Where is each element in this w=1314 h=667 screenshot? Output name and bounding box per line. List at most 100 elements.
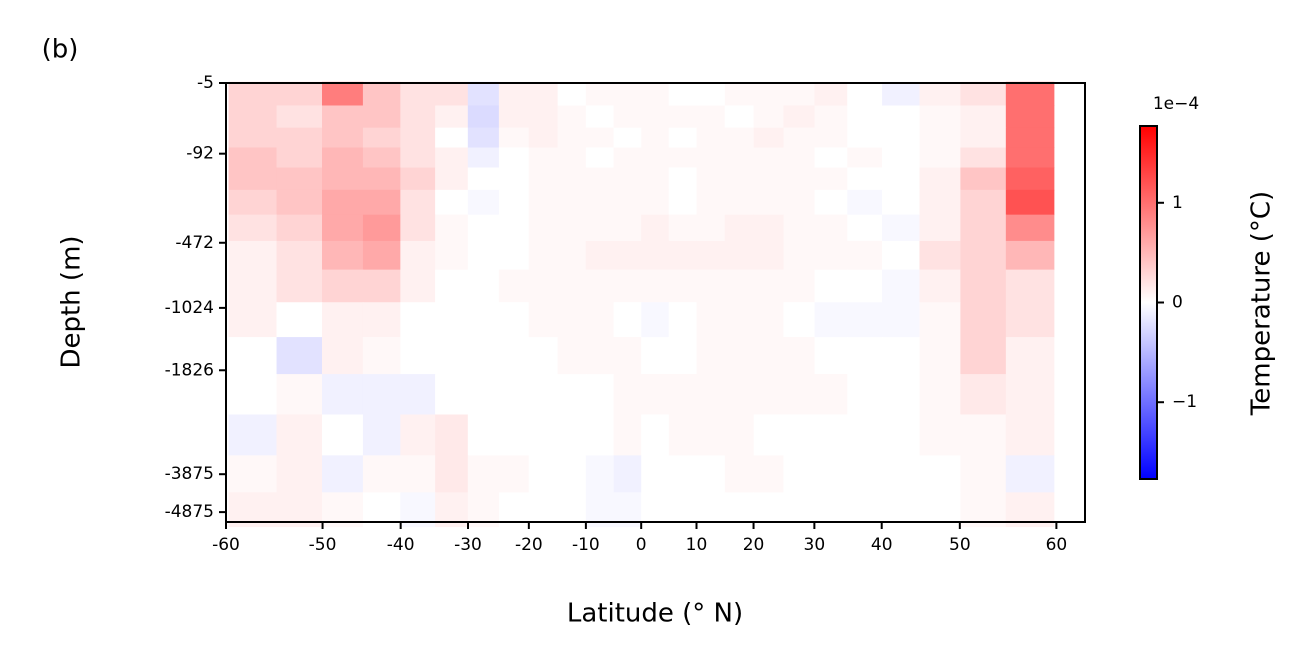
heatmap-cell	[362, 81, 401, 106]
heatmap-cell	[613, 147, 642, 169]
heatmap-cell	[724, 81, 755, 106]
heatmap-cell	[668, 455, 698, 493]
heatmap-cell	[668, 105, 698, 129]
heatmap-cell	[400, 269, 436, 303]
heatmap-cell	[498, 167, 530, 191]
heatmap-cell	[557, 455, 587, 493]
heatmap-cell	[783, 240, 816, 271]
heatmap-cell	[467, 240, 500, 271]
heatmap-cell	[919, 105, 961, 129]
heatmap-cell	[528, 337, 559, 375]
heatmap-cell	[228, 81, 278, 106]
heatmap-cell	[783, 105, 816, 129]
heatmap-cell	[322, 414, 364, 456]
heatmap-cell	[847, 337, 883, 375]
x-tick-label: 50	[949, 535, 971, 555]
heatmap-cell	[753, 81, 784, 106]
heatmap-cell	[276, 374, 323, 415]
heatmap-cell	[557, 414, 587, 456]
heatmap-cell	[724, 269, 755, 303]
heatmap-cell	[228, 147, 278, 169]
x-tick-label: 10	[686, 535, 708, 555]
heatmap-cell	[322, 302, 364, 338]
heatmap-cell	[498, 81, 530, 106]
heatmap-cell	[668, 147, 698, 169]
x-tick-label: 20	[743, 535, 765, 555]
colorbar-tick-label: 0	[1172, 293, 1183, 313]
heatmap-cell	[696, 302, 726, 338]
heatmap-cell	[814, 189, 848, 216]
heatmap-cell	[498, 269, 530, 303]
heatmap-cell	[528, 147, 559, 169]
heatmap-cell	[696, 269, 726, 303]
heatmap-cell	[1005, 105, 1055, 129]
heatmap-cell	[696, 455, 726, 493]
heatmap-cell	[362, 105, 401, 129]
heatmap-cell	[847, 105, 883, 129]
heatmap-cell	[435, 147, 469, 169]
heatmap-cell	[783, 189, 816, 216]
heatmap-cell	[585, 214, 615, 242]
heatmap-cell	[696, 105, 726, 129]
heatmap-cell	[528, 414, 559, 456]
heatmap-cell	[585, 302, 615, 338]
heatmap-cell	[960, 302, 1007, 338]
heatmap-cell	[753, 167, 784, 191]
heatmap-cell	[528, 167, 559, 191]
heatmap-cell	[814, 214, 848, 242]
heatmap-cell	[528, 302, 559, 338]
heatmap-cell	[847, 269, 883, 303]
heatmap-cell	[960, 189, 1007, 216]
heatmap-cell	[557, 374, 587, 415]
heatmap-cell	[814, 414, 848, 456]
heatmap-cell	[467, 127, 500, 149]
heatmap-cell	[919, 337, 961, 375]
heatmap-cell	[696, 214, 726, 242]
heatmap-cell	[641, 269, 670, 303]
heatmap-cell	[228, 374, 278, 415]
heatmap-cell	[362, 269, 401, 303]
heatmap-cell	[435, 81, 469, 106]
heatmap-cell	[919, 240, 961, 271]
heatmap-cell	[228, 240, 278, 271]
heatmap-cell	[724, 374, 755, 415]
heatmap-cell	[322, 105, 364, 129]
heatmap-cell	[585, 81, 615, 106]
heatmap-cell	[919, 81, 961, 106]
heatmap-cell	[498, 240, 530, 271]
heatmap-cell	[362, 455, 401, 493]
heatmap-cell	[435, 414, 469, 456]
heatmap-cell	[814, 147, 848, 169]
heatmap-cell	[362, 337, 401, 375]
heatmap-cell	[696, 374, 726, 415]
heatmap-cell	[1005, 127, 1055, 149]
heatmap-cell	[228, 337, 278, 375]
heatmap-cell	[668, 167, 698, 191]
heatmap-cell	[814, 81, 848, 106]
heatmap-cell	[668, 189, 698, 216]
heatmap-cell	[696, 147, 726, 169]
heatmap-cell	[1005, 167, 1055, 191]
heatmap-cell	[641, 337, 670, 375]
heatmap-cell	[498, 214, 530, 242]
plot-frame	[225, 82, 1086, 523]
colorbar	[1139, 125, 1158, 480]
heatmap-cell	[882, 269, 920, 303]
heatmap-cell	[641, 127, 670, 149]
heatmap-cell	[783, 302, 816, 338]
heatmap-cell	[613, 302, 642, 338]
heatmap-cell	[783, 214, 816, 242]
x-tick-label: -40	[387, 535, 415, 555]
heatmap-cell	[400, 81, 436, 106]
heatmap-cell	[724, 455, 755, 493]
heatmap-cell	[557, 147, 587, 169]
heatmap-cell	[919, 269, 961, 303]
heatmap-cell	[753, 414, 784, 456]
heatmap-cell	[960, 240, 1007, 271]
heatmap-cell	[696, 189, 726, 216]
heatmap-cell	[724, 167, 755, 191]
heatmap-cell	[362, 167, 401, 191]
heatmap-cell	[322, 240, 364, 271]
heatmap-cell	[528, 455, 559, 493]
